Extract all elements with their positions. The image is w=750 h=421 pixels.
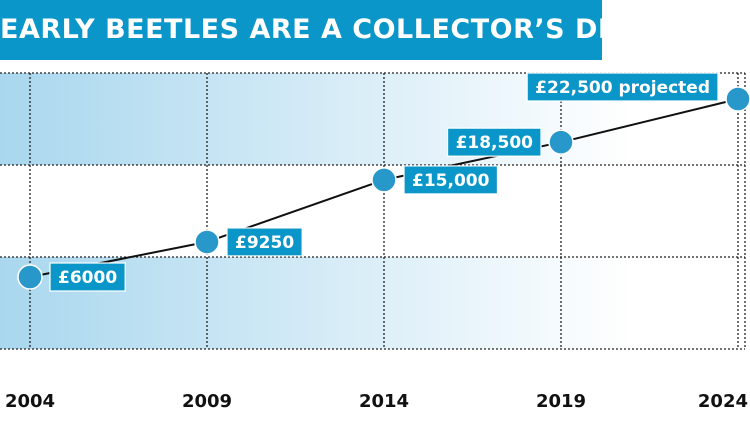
title-banner: EARLY BEETLES ARE A COLLECTOR’S DREAM! — [0, 0, 699, 60]
data-point — [17, 264, 43, 290]
data-point — [725, 86, 750, 112]
data-point — [548, 129, 574, 155]
x-tick-label: 2024 — [698, 391, 748, 412]
data-label-text: £15,000 — [412, 171, 490, 191]
x-tick-label: 2009 — [182, 391, 232, 412]
x-tick-label: 2014 — [359, 391, 409, 412]
data-label: £22,500 projected — [526, 72, 719, 102]
data-label: £15,000 — [403, 165, 499, 195]
data-point — [194, 229, 220, 255]
data-point — [371, 167, 397, 193]
data-label: £6000 — [49, 262, 126, 292]
data-label-text: £6000 — [58, 268, 117, 288]
x-tick-label: 2004 — [5, 391, 55, 412]
data-label: £9250 — [226, 227, 303, 257]
chart-title: EARLY BEETLES ARE A COLLECTOR’S DREAM! — [0, 14, 700, 45]
data-label-text: £9250 — [235, 233, 294, 253]
data-label-text: £22,500 projected — [535, 78, 710, 98]
data-label: £18,500 — [446, 127, 542, 157]
x-tick-label: 2019 — [536, 391, 586, 412]
data-label-text: £18,500 — [456, 133, 534, 153]
